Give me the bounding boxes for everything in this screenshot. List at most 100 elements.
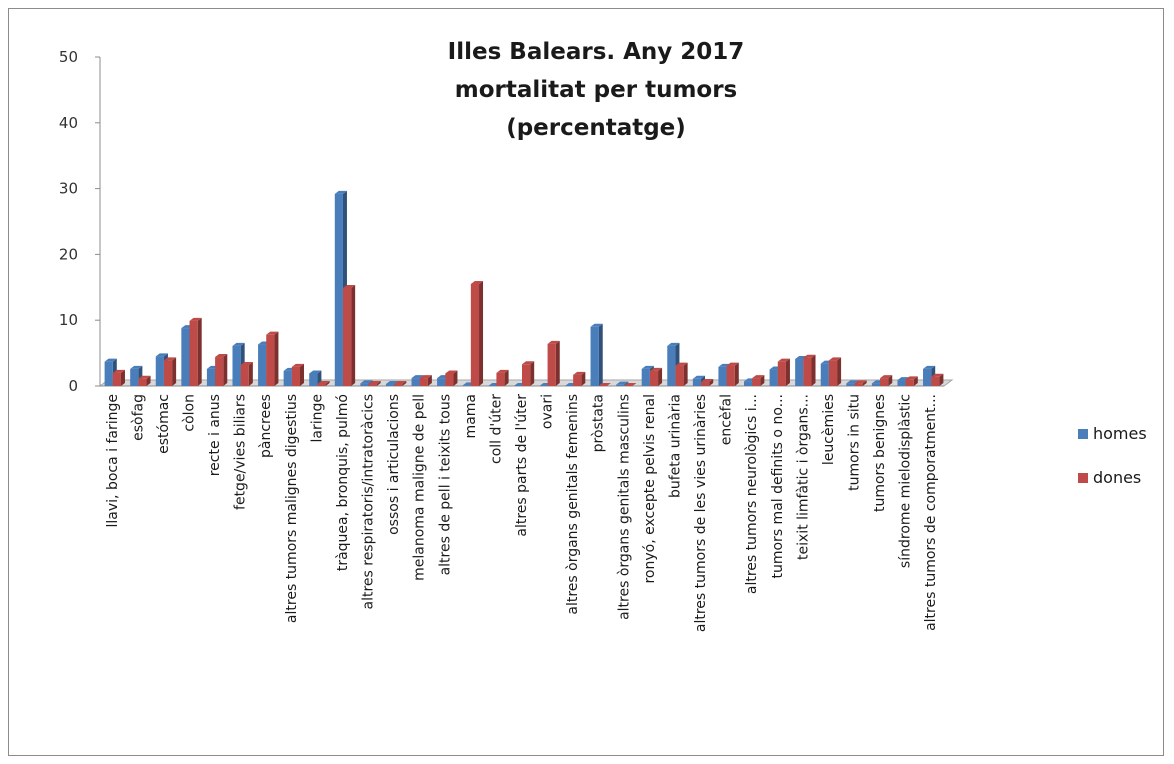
bar-front <box>437 378 446 386</box>
chart-title-line-3: (percentatge) <box>506 115 686 141</box>
bar-top <box>155 353 168 357</box>
bar-top <box>130 365 143 369</box>
bar-dones <box>394 381 407 386</box>
bar-top <box>368 381 381 385</box>
bar-top <box>394 381 407 385</box>
bar-side <box>120 369 125 386</box>
bar-top <box>547 340 560 344</box>
bar-front <box>726 365 735 386</box>
bar-top <box>803 354 816 358</box>
bar-front <box>522 364 531 386</box>
bar-front <box>692 378 702 386</box>
bar-side <box>248 361 253 386</box>
bar-side <box>351 284 356 386</box>
bar-side <box>837 357 842 386</box>
x-category-label: tumors benignes <box>872 394 888 512</box>
bar-dones <box>880 375 893 386</box>
x-category-label: mama <box>463 394 479 438</box>
bar-dones <box>598 383 611 386</box>
x-category-label: altres de pell i teixits tous <box>437 394 453 575</box>
x-category-label: laringe <box>309 394 325 443</box>
bar-top <box>266 331 279 335</box>
bar-side <box>325 381 330 386</box>
bar-dones <box>675 362 688 386</box>
bar-front <box>897 380 906 386</box>
bar-top <box>112 369 125 373</box>
bar-side <box>555 340 560 386</box>
bar-front <box>590 326 599 386</box>
bar-dones <box>803 354 816 386</box>
bar-side <box>581 371 586 386</box>
bar-top <box>692 375 706 379</box>
bar-front <box>317 384 326 386</box>
x-category-label: còlon <box>182 394 198 432</box>
bar-side <box>862 380 867 386</box>
bar-side <box>598 323 603 386</box>
bar-side <box>172 357 177 386</box>
x-category-label: tràquea, bronquis, pulmó <box>335 394 351 571</box>
x-category-label: llavi, boca i faringe <box>105 394 121 527</box>
bar-front <box>701 382 710 386</box>
bar-side <box>683 362 688 386</box>
bar-dones <box>854 380 867 386</box>
bar-top <box>905 376 918 380</box>
bar-front <box>181 328 190 386</box>
bar-front <box>130 368 139 386</box>
bar-front <box>769 369 778 386</box>
bar-side <box>939 373 944 386</box>
x-category-label: altres tumors neurològics i... <box>744 394 760 594</box>
y-tick-label: 40 <box>59 114 78 132</box>
bar-top <box>138 375 151 379</box>
bar-top <box>496 369 509 373</box>
bar-top <box>385 381 399 385</box>
x-category-label: teixit limfàtic i òrgans... <box>795 394 811 560</box>
x-category-label: altres respiratoris/intratoràcics <box>361 394 377 610</box>
y-axis: 0 10 20 30 40 50 <box>59 48 101 395</box>
bar-dones <box>189 317 202 386</box>
bar-front <box>718 366 727 386</box>
bar-front <box>675 365 684 386</box>
bar-dones <box>215 354 228 386</box>
x-category-label: ovari <box>540 394 556 429</box>
bar-top <box>828 357 842 361</box>
bar-front <box>795 359 804 386</box>
bar-front <box>112 372 121 386</box>
bar-side <box>274 331 279 386</box>
bar-top <box>726 362 739 366</box>
x-category-label: bufeta urinària <box>667 394 683 498</box>
x-category-label: síndrome mielodisplàstic <box>898 394 914 568</box>
y-tick-label: 50 <box>59 48 78 66</box>
bar-side <box>223 354 228 386</box>
x-category-label: leucèmies <box>821 394 837 465</box>
bar-front <box>871 383 881 386</box>
bar-front <box>743 381 753 386</box>
bar-front <box>215 357 224 386</box>
bar-side <box>504 369 509 386</box>
x-category-label: altres òrgans genitals femenins <box>565 394 581 615</box>
bar-top <box>163 357 177 361</box>
bar-front <box>547 343 556 386</box>
bar-top <box>215 354 228 358</box>
bar-top <box>470 281 484 285</box>
bar-front <box>368 384 377 386</box>
bar-top <box>854 380 867 384</box>
bar-dones <box>342 284 356 386</box>
bar-top <box>317 381 330 385</box>
bar-front <box>752 378 761 386</box>
bar-top <box>590 323 603 327</box>
bar-top <box>846 380 859 384</box>
bar-front <box>385 384 395 386</box>
bar-top <box>291 363 305 367</box>
bar-top <box>616 381 629 385</box>
bar-front <box>411 378 420 386</box>
chart-frame: Illes Balears. Any 2017 mortalitat per t… <box>8 8 1164 756</box>
bar-top <box>923 365 936 369</box>
bar-side <box>479 281 484 386</box>
bar-front <box>419 378 428 386</box>
bar-side <box>427 375 432 386</box>
x-category-label: fetge/vies biliars <box>233 394 249 510</box>
y-tick-label: 0 <box>68 377 78 395</box>
bar-side <box>734 362 739 386</box>
bar-front <box>394 384 403 386</box>
bar-side <box>811 354 816 386</box>
